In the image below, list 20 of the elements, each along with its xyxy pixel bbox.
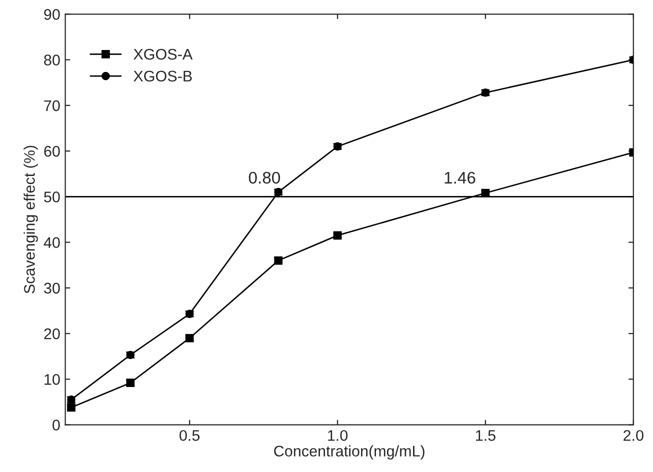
x-tick-label: 1.5 <box>476 430 496 441</box>
x-tick-label: 0.5 <box>180 430 200 441</box>
y-tick-label: 90 <box>44 9 60 20</box>
x-axis-title: Concentration(mg/mL) <box>274 445 424 460</box>
y-tick-label: 50 <box>44 192 60 202</box>
x-tick-label: 1.0 <box>328 430 348 441</box>
annotation: 1.46 <box>444 172 476 184</box>
y-tick-label: 80 <box>44 54 60 66</box>
legend-label: XGOS-B <box>134 70 192 82</box>
x-tick-label: 2.0 <box>624 430 644 441</box>
y-tick-label: 10 <box>44 374 60 385</box>
legend-label: XGOS-A <box>134 48 193 60</box>
y-tick-label: 0 <box>52 420 60 430</box>
y-tick-label: 30 <box>44 282 60 294</box>
y-tick-label: 20 <box>44 328 60 340</box>
y-tick-label: 70 <box>44 100 60 112</box>
y-tick-label: 40 <box>44 237 60 248</box>
y-axis-title: Scavenging effect (%) <box>24 146 38 294</box>
annotation: 0.80 <box>248 172 280 184</box>
y-tick-label: 60 <box>44 146 60 157</box>
